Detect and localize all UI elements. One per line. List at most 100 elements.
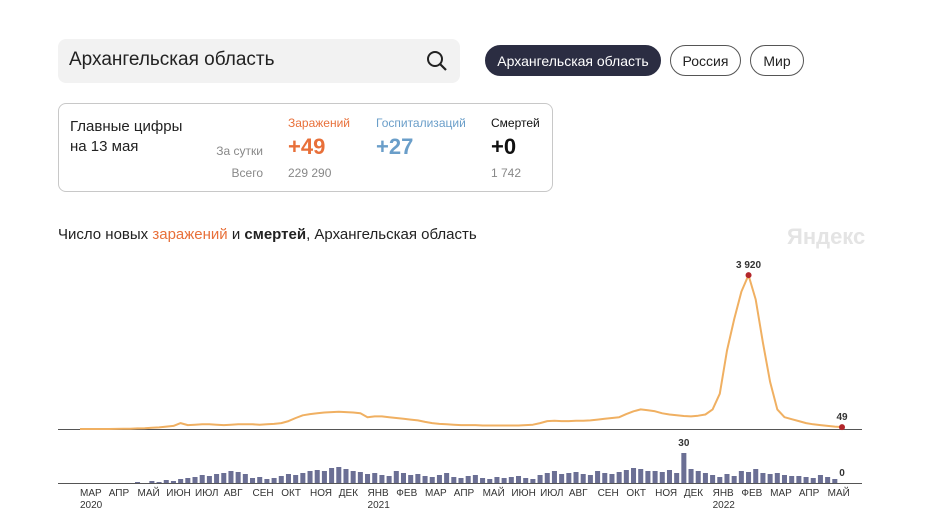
death-bar [206, 476, 212, 483]
x-tick-label: АПР [109, 488, 130, 499]
death-bar [825, 477, 831, 483]
death-bar [458, 478, 464, 483]
death-bar [257, 477, 263, 483]
stat-column: Госпитализаций +27 [376, 116, 466, 160]
death-bar [156, 482, 162, 483]
death-bar [832, 479, 838, 483]
death-bar [386, 476, 392, 483]
x-year-label: 2022 [713, 500, 736, 511]
death-bar [393, 471, 399, 483]
search-text: Архангельская область [69, 49, 275, 70]
death-bar [781, 475, 788, 483]
death-bar [515, 476, 522, 483]
death-bar [214, 474, 220, 483]
data-label: 30 [678, 438, 690, 449]
stat-name: Заражений [288, 116, 351, 130]
death-bar [235, 472, 241, 483]
death-bar [336, 467, 342, 483]
x-tick-label: АПР [799, 488, 820, 499]
death-bar [810, 478, 816, 483]
death-bar [688, 469, 694, 483]
stat-daily: +0 [491, 134, 517, 159]
death-bar [595, 471, 601, 483]
tab[interactable]: Мир [750, 45, 804, 76]
x-tick-label: ИЮН [166, 488, 191, 499]
search-icon[interactable] [426, 50, 448, 72]
row-label: Всего [231, 166, 263, 180]
death-bar [465, 476, 471, 483]
x-tick-label: ИЮН [511, 488, 536, 499]
x-tick-label: ОКТ [281, 488, 301, 499]
death-bar [379, 475, 385, 483]
death-bar [508, 477, 514, 483]
watermark: Яндекс [787, 224, 866, 249]
title-part: и [227, 226, 245, 243]
death-bar [307, 471, 313, 483]
death-bar [278, 476, 284, 483]
x-tick-label: МАЙ [828, 486, 850, 499]
death-bar [796, 476, 802, 483]
death-bar [170, 481, 176, 483]
x-tick-label: ФЕВ [741, 488, 762, 499]
tab[interactable]: Архангельская область [485, 45, 661, 76]
death-bar [674, 473, 680, 483]
death-bar [242, 474, 248, 483]
death-bar [149, 481, 155, 483]
death-bar [350, 471, 356, 483]
x-tick-label: МАР [80, 488, 102, 499]
death-bar [631, 468, 637, 483]
death-bar [199, 475, 205, 483]
death-bar [544, 473, 550, 483]
death-bar [573, 472, 579, 483]
x-year-label: 2020 [80, 500, 103, 511]
row-label: За сутки [216, 144, 263, 158]
x-tick-label: СЕН [598, 488, 619, 499]
death-bar [681, 453, 687, 483]
death-bar [480, 478, 486, 483]
death-bar [537, 475, 543, 483]
death-bar [357, 472, 363, 483]
x-year-label: 2021 [368, 500, 391, 511]
stat-column: Заражений +49 229 290 [288, 116, 350, 180]
death-bar [803, 477, 809, 483]
stat-total: 229 290 [288, 166, 332, 180]
death-bar [710, 475, 716, 483]
x-tick-label: ФЕВ [396, 488, 417, 499]
death-bar [724, 474, 730, 483]
death-bar [659, 472, 665, 483]
death-bar [645, 471, 651, 483]
x-tick-label: ОКТ [626, 488, 646, 499]
highlight-point [745, 272, 752, 279]
death-bar [228, 471, 234, 483]
death-bar [638, 469, 644, 483]
death-bar [429, 477, 435, 483]
death-bar [789, 476, 795, 483]
death-bar [760, 473, 766, 483]
death-bar [293, 475, 299, 483]
death-bar [652, 471, 658, 483]
death-bar [753, 469, 759, 483]
death-bar [746, 472, 752, 483]
x-tick-label: МАЙ [138, 486, 160, 499]
death-bar [523, 478, 529, 483]
summary-title: Главные цифры [70, 118, 183, 135]
tab[interactable]: Россия [670, 45, 741, 76]
x-tick-label: АПР [454, 488, 475, 499]
death-bar [559, 474, 565, 483]
death-bar [501, 478, 507, 483]
death-bar [609, 474, 615, 483]
x-tick-label: НОЯ [310, 488, 332, 499]
death-bar [695, 471, 701, 483]
death-bar [163, 480, 169, 483]
search-box[interactable]: Архангельская область [58, 39, 460, 83]
death-bar [767, 474, 773, 483]
x-tick-label: ЯНВ [368, 488, 389, 499]
summary-date: на 13 мая [70, 138, 139, 155]
death-bar [365, 474, 371, 483]
death-bar [415, 474, 421, 483]
x-tick-label: ДЕК [684, 488, 703, 499]
x-tick-label: ИЮЛ [195, 488, 218, 499]
death-bar [731, 476, 737, 483]
death-bar [702, 473, 708, 483]
